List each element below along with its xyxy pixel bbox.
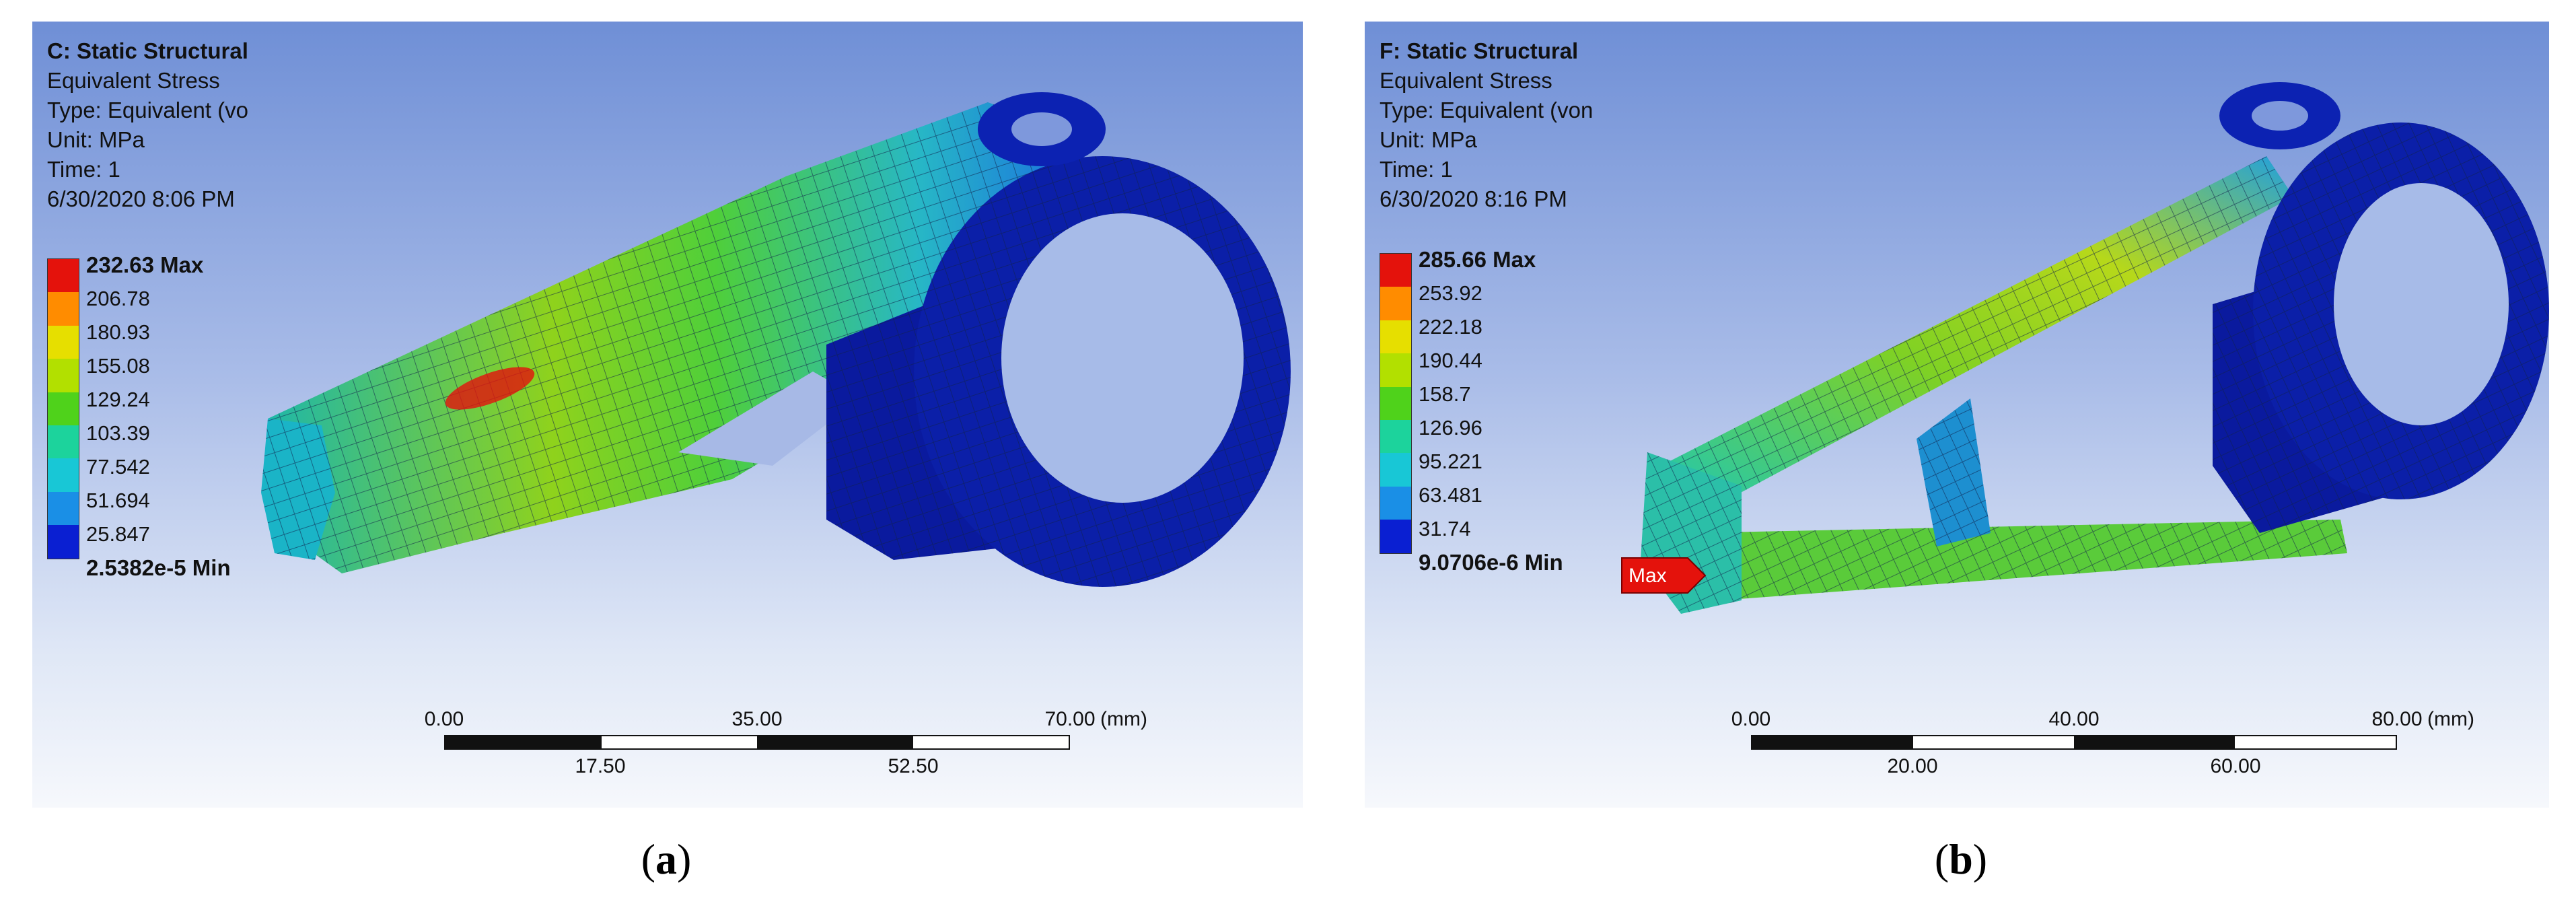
legend-label: 155.08 [86, 354, 150, 378]
scale-tick-label: 52.50 [888, 755, 939, 777]
legend-label: 129.24 [86, 388, 150, 411]
legend-label: 51.694 [86, 489, 150, 512]
caption-paren-close: ) [677, 835, 692, 883]
legend-swatch [1380, 320, 1411, 354]
scale-tick-label: 20.00 [1887, 755, 1938, 777]
bracket-model-a [261, 92, 1291, 587]
result-viewport-a[interactable]: C: Static Structural Equivalent Stress T… [32, 22, 1303, 808]
caption-paren-open: ( [641, 835, 655, 883]
legend-label: 253.92 [1419, 281, 1482, 305]
result-name: Equivalent Stress [47, 68, 220, 93]
legend-swatch [1380, 520, 1411, 553]
legend-label: 180.93 [86, 320, 150, 344]
scale-tick-label: 60.00 [2210, 755, 2261, 777]
legend-min-label: 9.0706e-6 Min [1419, 550, 1563, 575]
legend-label: 158.7 [1419, 382, 1471, 406]
legend-label: 126.96 [1419, 416, 1482, 439]
scale-ruler-a: 0.00 35.00 70.00 (mm) 17.50 52.50 [425, 708, 1147, 789]
legend-swatch [48, 458, 79, 492]
legend-label: 103.39 [86, 421, 150, 445]
bracket-model-b [1641, 82, 2549, 614]
result-info-a: C: Static Structural Equivalent Stress T… [47, 36, 248, 214]
legend-swatch [48, 259, 79, 293]
analysis-title: C: Static Structural [47, 38, 248, 63]
scale-tick-label: 40.00 [2048, 708, 2100, 730]
legend-swatch [48, 325, 79, 359]
legend-min-label: 2.5382e-5 Min [86, 555, 231, 580]
legend-swatch [1380, 486, 1411, 520]
scale-tick-label: 17.50 [575, 755, 626, 777]
caption-b: (b) [1935, 835, 1987, 884]
legend-label: 25.847 [86, 522, 150, 546]
result-unit: Unit: MPa [47, 127, 145, 152]
caption-a: (a) [641, 835, 692, 884]
legend-label: 63.481 [1419, 483, 1482, 507]
legend-swatch [48, 491, 79, 526]
legend-swatch [48, 425, 79, 459]
caption-letter: b [1949, 835, 1973, 883]
legend-label: 206.78 [86, 287, 150, 310]
result-info-b: F: Static Structural Equivalent Stress T… [1380, 36, 1593, 214]
legend-swatch [1380, 419, 1411, 454]
result-timestamp: 6/30/2020 8:06 PM [47, 186, 235, 211]
legend-label: 77.542 [86, 455, 150, 479]
legend-label: 190.44 [1419, 349, 1482, 372]
legend-swatch [48, 525, 79, 559]
legend-max-label: 285.66 Max [1419, 247, 1536, 272]
result-timestamp: 6/30/2020 8:16 PM [1380, 186, 1567, 211]
result-viewport-b[interactable]: F: Static Structural Equivalent Stress T… [1365, 22, 2549, 808]
legend-max-label: 232.63 Max [86, 252, 204, 277]
result-type: Type: Equivalent (vo [47, 98, 248, 122]
scale-tick-label: 70.00 [1044, 708, 1096, 730]
legend-color-bar [1380, 253, 1412, 554]
result-time: Time: 1 [47, 157, 120, 182]
max-flag-label: Max [1629, 565, 1667, 587]
legend-swatch [48, 292, 79, 326]
scale-unit: (mm) [1100, 708, 1147, 730]
result-time: Time: 1 [1380, 157, 1453, 182]
legend-color-bar [47, 258, 79, 559]
caption-letter: a [655, 835, 677, 883]
scale-tick-label: 80.00 [2371, 708, 2423, 730]
legend-swatch [1380, 386, 1411, 420]
legend-label: 222.18 [1419, 315, 1482, 339]
legend-swatch [48, 392, 79, 425]
max-probe-flag[interactable]: Max [1620, 557, 1708, 594]
legend-swatch [1380, 353, 1411, 387]
scale-unit: (mm) [2427, 708, 2474, 730]
result-unit: Unit: MPa [1380, 127, 1477, 152]
legend-swatch [1380, 254, 1411, 287]
caption-paren-close: ) [1972, 835, 1988, 883]
analysis-title: F: Static Structural [1380, 38, 1579, 63]
scale-ruler-b: 0.00 40.00 80.00 (mm) 20.00 60.00 [1731, 708, 2474, 789]
legend-swatch [1380, 287, 1411, 320]
result-type: Type: Equivalent (von [1380, 98, 1594, 122]
scale-tick-label: 35.00 [731, 708, 783, 730]
legend-label: 95.221 [1419, 450, 1482, 473]
legend-label: 31.74 [1419, 517, 1471, 540]
scale-tick-label: 0.00 [424, 708, 464, 730]
caption-paren-open: ( [1934, 835, 1949, 883]
legend-swatch [48, 359, 79, 392]
result-name: Equivalent Stress [1380, 68, 1552, 93]
scale-bar [1751, 735, 2397, 750]
scale-tick-label: 0.00 [1731, 708, 1771, 730]
scale-bar [444, 735, 1070, 750]
legend-swatch [1380, 453, 1411, 487]
